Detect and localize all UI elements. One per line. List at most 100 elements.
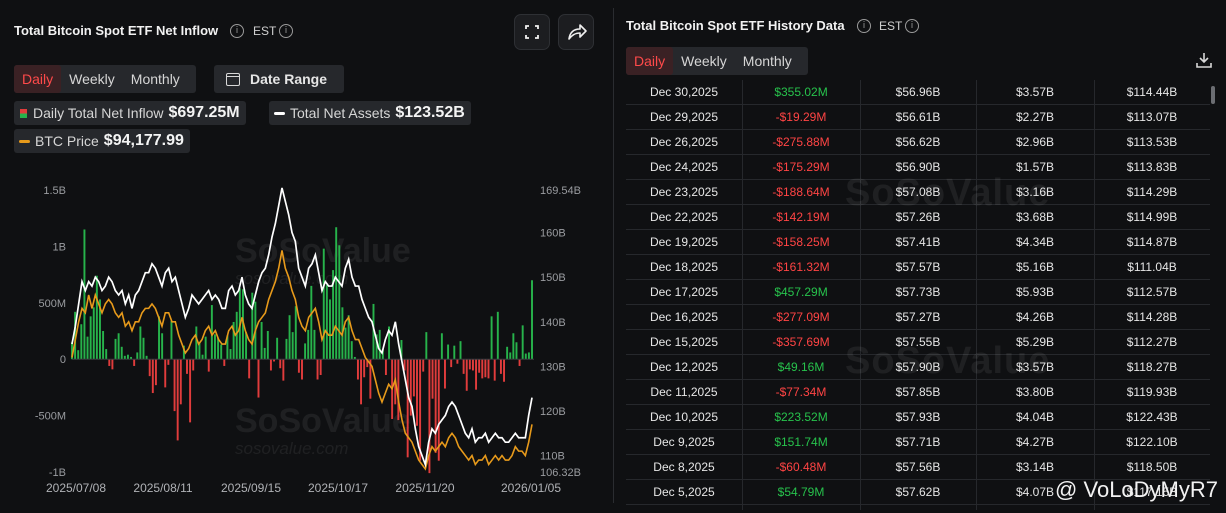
legend-btc-price[interactable]: BTC Price $94,177.99: [14, 129, 190, 153]
inflow-bar: [307, 329, 310, 360]
inflow-bar: [499, 359, 502, 374]
history-timezone-label: EST: [879, 19, 903, 33]
date-cell: Dec 15,2025: [649, 335, 719, 349]
tab-weekly[interactable]: Weekly: [69, 71, 115, 87]
legend-net-inflow[interactable]: Daily Total Net Inflow $697.25M: [14, 101, 246, 125]
chart-title: Total Bitcoin Spot ETF Net Inflow: [14, 23, 219, 38]
info-icon[interactable]: i: [230, 24, 244, 38]
value-traded-cell: $57.93B: [895, 410, 941, 424]
net-inflow-cell: -$60.48M: [775, 460, 827, 474]
table-watermark: SoSoValue: [845, 340, 1051, 382]
timezone-info-icon[interactable]: i: [279, 24, 293, 38]
inflow-bar: [412, 359, 415, 397]
history-tab-daily[interactable]: Daily: [626, 47, 674, 75]
table-row: Dec 12,2025 $49.16M $57.90B $3.57B $118.27B: [626, 355, 1210, 380]
inflow-bar: [434, 359, 437, 453]
value-traded-cell: $56.62B: [895, 135, 941, 149]
left-tick-label: 1.5B: [43, 185, 66, 197]
table-row: Dec 18,2025 -$161.32M $57.57B $5.16B $111.04…: [626, 255, 1210, 280]
net-inflow-cell: -$277.09M: [772, 310, 830, 324]
inflow-bar: [515, 342, 518, 360]
daily-value-cell: $1.57B: [1015, 160, 1055, 174]
legend-net-assets[interactable]: Total Net Assets $123.52B: [269, 101, 471, 125]
net-inflow-panel: Total Bitcoin Spot ETF Net Inflow i EST …: [0, 0, 606, 513]
share-button[interactable]: [558, 14, 594, 50]
inflow-bar: [263, 347, 266, 360]
inflow-bar: [120, 346, 123, 360]
inflow-bar: [481, 359, 484, 379]
inflow-bar: [217, 337, 220, 360]
inflow-bar: [86, 336, 89, 360]
date-cell: Dec 22,2025: [649, 210, 719, 224]
value-traded-cell: $56.96B: [895, 85, 941, 99]
x-tick-label: 2025/08/11: [133, 481, 192, 495]
inflow-bar: [74, 311, 77, 360]
history-table: Dec 30,2025 $355.02M $56.96B $3.57B $114.44B…: [626, 80, 1210, 510]
history-tab-monthly[interactable]: Monthly: [742, 53, 792, 69]
daily-value-cell: $3.57B: [1015, 85, 1055, 99]
inflow-bar: [279, 359, 282, 369]
inflow-bar: [80, 324, 83, 360]
inflow-bar: [288, 315, 291, 360]
inflow-bar: [126, 354, 129, 360]
download-icon[interactable]: [1194, 50, 1214, 70]
date-range-button[interactable]: Date Range: [214, 65, 344, 93]
net-assets-cell: $118.27B: [1126, 360, 1178, 374]
history-tab-weekly[interactable]: Weekly: [681, 53, 727, 69]
table-row: Dec 24,2025 -$175.29M $56.90B $1.57B $113.83…: [626, 155, 1210, 180]
inflow-bar: [360, 359, 363, 405]
inflow-bar: [92, 307, 95, 360]
inflow-bar: [363, 359, 366, 378]
table-row: Dec 30,2025 $355.02M $56.96B $3.57B $114.44B: [626, 80, 1210, 105]
inflow-bar: [173, 359, 176, 412]
net-inflow-cell: -$275.88M: [772, 135, 830, 149]
inflow-bar: [366, 359, 369, 368]
inflow-bar: [111, 359, 114, 370]
inflow-bar: [350, 341, 353, 360]
inflow-bar: [108, 359, 111, 366]
table-row: Dec 16,2025 -$277.09M $57.27B $4.26B $114.28…: [626, 305, 1210, 330]
inflow-bar: [204, 336, 207, 360]
table-row: Dec 5,2025 $54.79M $57.62B $4.07B $117.15B: [626, 480, 1210, 505]
net-assets-cell: $117.15B: [1126, 485, 1178, 499]
table-row: Dec 23,2025 -$188.64M $57.08B $3.16B $114.29…: [626, 180, 1210, 205]
date-cell: Dec 12,2025: [649, 360, 719, 374]
inflow-bar: [294, 306, 297, 360]
inflow-bar: [105, 349, 108, 360]
date-cell: Dec 23,2025: [649, 185, 719, 199]
inflow-bar: [226, 335, 229, 360]
table-scrollbar[interactable]: [1211, 86, 1215, 104]
inflow-bar: [428, 359, 431, 474]
inflow-bar: [329, 299, 331, 360]
legend-net-inflow-value: $697.25M: [168, 104, 240, 121]
net-assets-cell: $113.07B: [1126, 110, 1178, 124]
history-info-icon[interactable]: i: [857, 19, 871, 33]
inflow-bar: [338, 245, 341, 360]
daily-value-cell: $3.16B: [1015, 185, 1055, 199]
daily-value-cell: $4.04B: [1015, 410, 1055, 424]
table-row: Dec 29,2025 -$19.29M $56.61B $2.27B $113.07B: [626, 105, 1210, 130]
inflow-bar: [465, 359, 468, 391]
fullscreen-button[interactable]: [514, 14, 550, 50]
net-assets-cell: $114.87B: [1126, 235, 1178, 249]
daily-value-cell: $4.34B: [1015, 235, 1055, 249]
value-traded-cell: $57.57B: [895, 260, 941, 274]
inflow-bar: [400, 340, 403, 360]
inflow-bar: [459, 341, 462, 360]
daily-value-cell: $3.68B: [1015, 210, 1055, 224]
daily-value-cell: $3.57B: [1015, 360, 1055, 374]
date-cell: Dec 16,2025: [649, 310, 719, 324]
inflow-bar: [375, 334, 378, 360]
inflow-bar: [496, 311, 499, 360]
net-inflow-cell: -$77.34M: [775, 385, 827, 399]
history-timezone-info-icon[interactable]: i: [905, 19, 919, 33]
net-assets-cell: $111.04B: [1127, 260, 1177, 274]
tab-daily[interactable]: Daily: [14, 65, 62, 93]
inflow-bar: [248, 359, 251, 379]
inflow-bar: [142, 337, 145, 360]
inflow-bar: [484, 359, 487, 378]
inflow-bar: [524, 353, 527, 360]
tab-monthly[interactable]: Monthly: [130, 71, 180, 87]
inflow-bar: [450, 359, 453, 368]
inflow-bar: [207, 359, 210, 372]
